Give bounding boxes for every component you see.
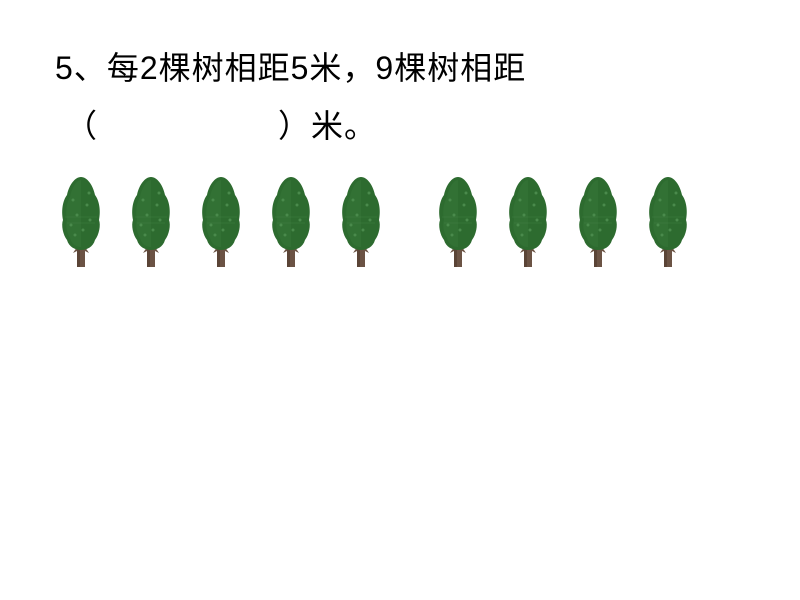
bracket-open: （ [65,108,98,144]
tree-icon [642,175,694,270]
question-number: 5、 [55,50,107,86]
tree-icon [265,175,317,270]
tree-icon [432,175,484,270]
question-line1: 每2棵树相距5米，9棵树相距 [107,50,526,86]
tree-icon [502,175,554,270]
tree-icon [125,175,177,270]
trees-row [55,175,694,270]
unit-text: 米。 [311,108,377,144]
tree-icon [572,175,624,270]
question-text: 5、每2棵树相距5米，9棵树相距 （ ）米。 [55,40,755,155]
tree-icon [195,175,247,270]
tree-icon [55,175,107,270]
tree-group-1 [55,175,387,270]
tree-group-2 [432,175,694,270]
bracket-close: ） [278,108,311,144]
tree-icon [335,175,387,270]
